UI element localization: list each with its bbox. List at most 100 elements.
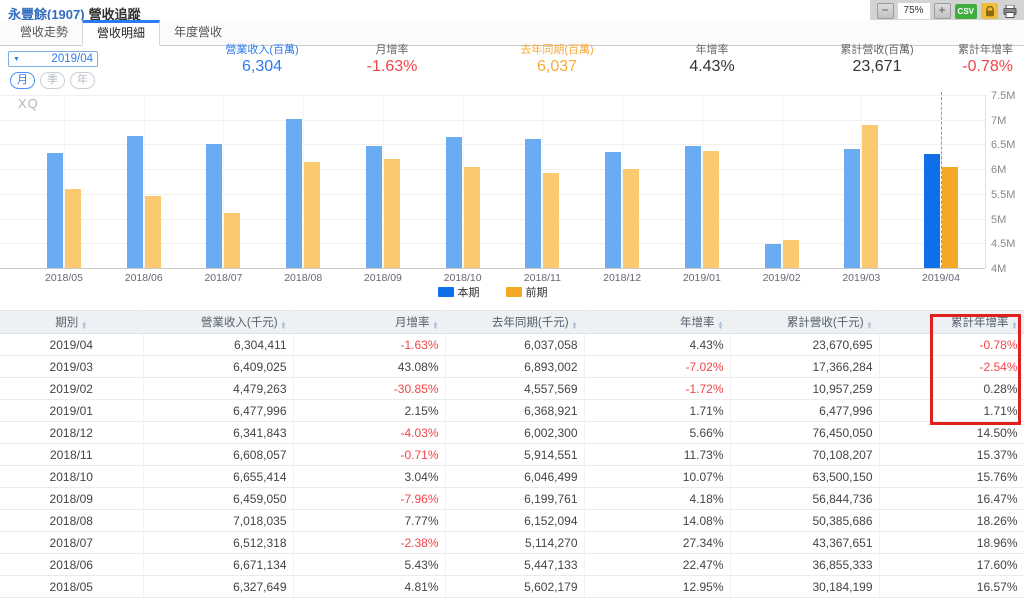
bar-present[interactable] xyxy=(844,148,861,268)
cell-value: -7.02% xyxy=(584,355,731,378)
bar-previous[interactable] xyxy=(942,167,959,268)
bar-present[interactable] xyxy=(764,244,781,268)
cell-value: 14.08% xyxy=(584,509,731,532)
column-header-5[interactable]: 累計營收(千元) ▲ ▼ xyxy=(730,310,880,334)
zoom-in-button[interactable]: + xyxy=(933,3,951,19)
sort-icon[interactable]: ▲ ▼ xyxy=(1011,321,1018,331)
mode-pill-month[interactable]: 月 xyxy=(10,72,35,89)
cell-value: 6,341,843 xyxy=(143,421,294,444)
sort-icon[interactable]: ▲ ▼ xyxy=(81,321,88,331)
legend-item-present[interactable]: 本期 xyxy=(437,284,480,300)
bar-previous[interactable] xyxy=(65,188,81,268)
legend-label: 前期 xyxy=(525,287,548,299)
bar-previous[interactable] xyxy=(782,240,799,268)
sort-icon[interactable]: ▲ ▼ xyxy=(432,321,439,331)
bar-previous[interactable] xyxy=(543,173,560,268)
table-row[interactable]: 2019/01 6,477,996 2.15% 6,368,921 1.71% 6,477… xyxy=(0,399,1024,422)
bar-previous[interactable] xyxy=(623,169,640,268)
cell-value: 6,477,996 xyxy=(143,399,294,422)
bar-previous[interactable] xyxy=(702,150,719,268)
bar-present[interactable] xyxy=(286,118,303,268)
tab-revenue-trend[interactable]: 營收走勢 xyxy=(20,25,69,39)
table-row[interactable]: 2019/02 4,479,263 -30.85% 4,557,569 -1.72% 10… xyxy=(0,377,1024,400)
tab-annual-revenue[interactable]: 年度營收 xyxy=(174,25,223,39)
bar-present[interactable] xyxy=(605,152,622,268)
bar-previous[interactable] xyxy=(224,212,241,268)
cell-period: 2019/04 xyxy=(0,333,144,356)
x-axis-tick-label: 2018/06 xyxy=(124,272,163,284)
sort-icon[interactable]: ▲ ▼ xyxy=(866,321,873,331)
print-icon[interactable] xyxy=(1002,3,1018,19)
y-axis-tick-label: 4M xyxy=(991,263,1007,275)
bar-present[interactable] xyxy=(684,145,701,268)
legend-item-previous[interactable]: 前期 xyxy=(505,284,548,300)
sort-icon[interactable]: ▲ ▼ xyxy=(571,321,578,331)
table-row[interactable]: 2018/09 6,459,050 -7.96% 6,199,761 4.18% 56,8… xyxy=(0,487,1024,510)
bar-present[interactable] xyxy=(126,135,143,268)
table-row[interactable]: 2018/10 6,655,414 3.04% 6,046,499 10.07% 63,5… xyxy=(0,465,1024,488)
cell-value: -2.54% xyxy=(879,355,1024,378)
sort-icon[interactable]: ▲ ▼ xyxy=(717,321,724,331)
x-axis-tick-label: 2018/11 xyxy=(523,272,561,284)
csv-export-button[interactable]: CSV xyxy=(954,3,977,19)
bar-previous[interactable] xyxy=(144,196,161,268)
bar-present[interactable] xyxy=(525,139,542,268)
sort-icon[interactable]: ▲ ▼ xyxy=(280,321,287,331)
cell-value: 5.66% xyxy=(584,421,731,444)
cell-value: -7.96% xyxy=(293,487,446,510)
mode-pill-year[interactable]: 年 xyxy=(70,72,95,89)
zoom-level: 75% xyxy=(897,3,930,19)
legend-swatch xyxy=(437,287,454,297)
x-gridline xyxy=(622,95,624,268)
table-row[interactable]: 2018/06 6,671,134 5.43% 5,447,133 22.47% 36,8… xyxy=(0,553,1024,576)
period-dropdown[interactable]: ▼ 2019/04 xyxy=(8,51,98,67)
cell-value: 23,670,695 xyxy=(730,333,880,356)
x-gridline xyxy=(861,95,863,268)
cell-value: 6,409,025 xyxy=(143,355,294,378)
tab-revenue-detail[interactable]: 營收明細 xyxy=(82,20,161,46)
bar-previous[interactable] xyxy=(862,125,879,268)
column-header-0[interactable]: 期別 ▲ ▼ xyxy=(0,310,144,334)
bar-previous[interactable] xyxy=(304,161,321,268)
table-header: 期別 ▲ ▼ 營業收入(千元) ▲ ▼ 月增率 ▲ ▼ 去年同期(千元) ▲ ▼ 年增率 ▲ ▼ 累計營收(千… xyxy=(0,310,1024,334)
column-header-3[interactable]: 去年同期(千元) ▲ ▼ xyxy=(445,310,585,334)
cell-value: 6,002,300 xyxy=(445,421,585,444)
table-row[interactable]: 2018/08 7,018,035 7.77% 6,152,094 14.08% 50,3… xyxy=(0,509,1024,532)
period-mode-group: 月季年 xyxy=(10,72,95,89)
cell-value: 7,018,035 xyxy=(143,509,294,532)
cell-value: -0.78% xyxy=(879,333,1024,356)
cell-value: 6,459,050 xyxy=(143,487,294,510)
bar-present[interactable] xyxy=(47,152,63,268)
bar-present[interactable] xyxy=(365,146,382,268)
cell-value: 6,608,057 xyxy=(143,443,294,466)
cell-value: 5.43% xyxy=(293,553,446,576)
zoom-out-button[interactable]: − xyxy=(876,3,894,19)
table-row[interactable]: 2019/03 6,409,025 43.08% 6,893,002 -7.02% 17,… xyxy=(0,355,1024,378)
mode-pill-quarter[interactable]: 季 xyxy=(40,72,65,89)
column-header-1[interactable]: 營業收入(千元) ▲ ▼ xyxy=(143,310,294,334)
stat-label: 月增率 xyxy=(375,44,409,56)
table-row[interactable]: 2018/05 6,327,649 4.81% 5,602,179 12.95% 30,1… xyxy=(0,575,1024,598)
stat-label: 累計營收(百萬) xyxy=(840,44,914,56)
column-header-6[interactable]: 累計年增率 ▲ ▼ xyxy=(879,310,1024,334)
table-row[interactable]: 2019/04 6,304,411 -1.63% 6,037,058 4.43% 23,6… xyxy=(0,333,1024,356)
y-axis-tick-label: 7.5M xyxy=(991,90,1016,102)
bar-previous[interactable] xyxy=(383,159,400,268)
stat-value: -0.78% xyxy=(962,58,1013,75)
bar-present[interactable] xyxy=(924,154,941,268)
cell-value: 6,368,921 xyxy=(445,399,585,422)
table-row[interactable]: 2018/07 6,512,318 -2.38% 5,114,270 27.34% 43,… xyxy=(0,531,1024,554)
column-header-2[interactable]: 月增率 ▲ ▼ xyxy=(293,310,446,334)
column-header-4[interactable]: 年增率 ▲ ▼ xyxy=(584,310,731,334)
lock-icon[interactable] xyxy=(981,3,998,19)
table-row[interactable]: 2018/11 6,608,057 -0.71% 5,914,551 11.73% 70,… xyxy=(0,443,1024,466)
bar-present[interactable] xyxy=(445,136,462,268)
table-row[interactable]: 2018/12 6,341,843 -4.03% 6,002,300 5.66% 76,4… xyxy=(0,421,1024,444)
column-header-label: 累計營收(千元) xyxy=(786,317,864,329)
bar-previous[interactable] xyxy=(463,166,480,268)
y-gridline xyxy=(0,218,985,220)
x-gridline xyxy=(462,95,464,268)
bar-present[interactable] xyxy=(206,143,223,268)
cell-value: -30.85% xyxy=(293,377,446,400)
column-header-label: 累計年增率 xyxy=(951,317,1009,329)
